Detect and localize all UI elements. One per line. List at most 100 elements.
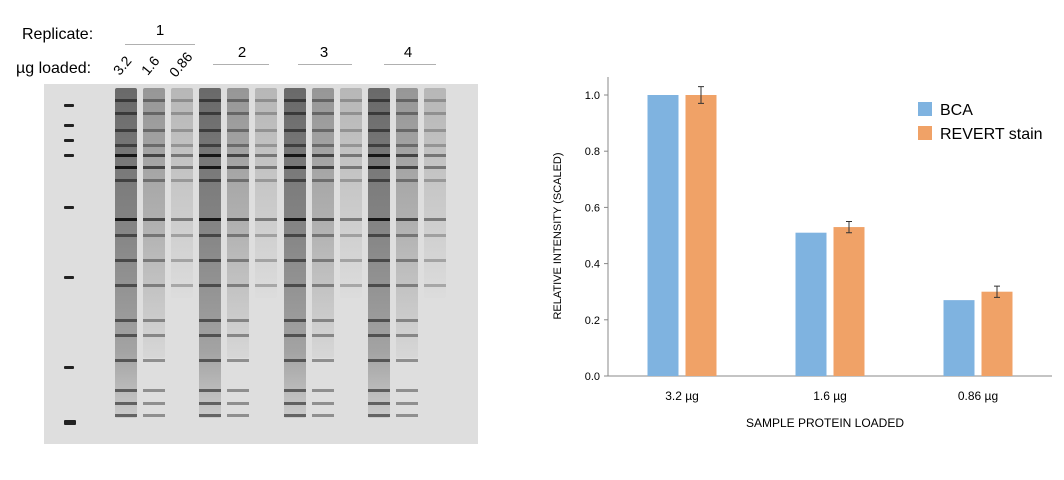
gel-band [255, 99, 277, 102]
gel-band [115, 112, 137, 115]
gel-band [396, 259, 418, 262]
gel-band [340, 99, 362, 102]
y-tick-label: 0.2 [585, 315, 600, 327]
gel-band [199, 389, 221, 392]
replicate-4-label: 4 [403, 44, 413, 61]
gel-band [368, 218, 390, 221]
gel-band [284, 154, 306, 157]
gel-band [255, 234, 277, 237]
gel-band [143, 259, 165, 262]
gel-band [368, 154, 390, 157]
gel-band [424, 112, 446, 115]
gel-lane [396, 88, 418, 358]
gel-band [312, 144, 334, 147]
gel-band [255, 166, 277, 169]
gel-band [227, 389, 249, 392]
gel-band [199, 334, 221, 337]
gel-band [368, 319, 390, 322]
gel-band [171, 179, 193, 182]
gel-band [368, 166, 390, 169]
gel-band [312, 389, 334, 392]
y-tick-label: 1.0 [585, 90, 600, 102]
gel-band [368, 99, 390, 102]
gel-band [199, 359, 221, 362]
gel-band [143, 129, 165, 132]
gel-band [143, 359, 165, 362]
gel-band [115, 144, 137, 147]
y-axis-title: RELATIVE INTENSITY (SCALED) [552, 152, 564, 319]
gel-band [284, 334, 306, 337]
gel-band [115, 234, 137, 237]
gel-band [312, 402, 334, 405]
y-tick-label: 0.8 [585, 146, 600, 158]
gel-band [227, 129, 249, 132]
gel-band [227, 359, 249, 362]
gel-band [255, 259, 277, 262]
gel-band [396, 129, 418, 132]
gel-band [368, 402, 390, 405]
gel-band [424, 154, 446, 157]
gel-band [143, 112, 165, 115]
replicate-3-line [298, 64, 352, 65]
gel-band [396, 154, 418, 157]
gel-band [368, 259, 390, 262]
load-label-0-86: 0.86 [165, 48, 196, 80]
replicate-1-line [125, 44, 195, 45]
gel-band [115, 402, 137, 405]
gel-lane [424, 88, 446, 298]
gel-band [312, 179, 334, 182]
gel-band [312, 112, 334, 115]
loaded-label: µg loaded: [16, 60, 92, 77]
ladder-band [64, 104, 74, 107]
gel-band [255, 129, 277, 132]
gel-band [368, 234, 390, 237]
legend-label: BCA [940, 102, 973, 119]
ladder-band [64, 139, 74, 142]
x-tick-label: 1.6 µg [813, 389, 847, 403]
gel-band [143, 389, 165, 392]
gel-band [284, 402, 306, 405]
y-tick-label: 0.0 [585, 371, 600, 383]
gel-lane [368, 88, 390, 418]
gel-band [396, 112, 418, 115]
gel-band [199, 154, 221, 157]
gel-band [255, 284, 277, 287]
gel-band [312, 259, 334, 262]
gel-band [143, 284, 165, 287]
gel-band [143, 402, 165, 405]
gel-lane [255, 88, 277, 298]
gel-band [171, 284, 193, 287]
gel-band [424, 166, 446, 169]
gel-band [199, 112, 221, 115]
gel-band [312, 284, 334, 287]
gel-band [199, 284, 221, 287]
gel-band [115, 166, 137, 169]
error-bar [846, 220, 852, 234]
gel-band [284, 259, 306, 262]
gel-band [199, 319, 221, 322]
gel-band [312, 334, 334, 337]
gel-band [227, 334, 249, 337]
gel-band [199, 179, 221, 182]
chart-axes: 0.0 0.2 0.4 0.6 0.8 1.0 3.2 µg 1.6 µg 0.86 µg [585, 77, 1052, 403]
bar-bca [647, 95, 679, 376]
bar-revert-stain [685, 95, 717, 376]
gel-band [396, 179, 418, 182]
gel-band [396, 334, 418, 337]
gel-band [368, 179, 390, 182]
gel-lane [312, 88, 334, 358]
chart-bars [647, 86, 1013, 376]
gel-band [312, 166, 334, 169]
gel-band [171, 144, 193, 147]
gel-band [199, 414, 221, 417]
gel-band [115, 319, 137, 322]
gel-band [143, 414, 165, 417]
chart-legend: BCA REVERT stain [918, 102, 1043, 143]
gel-band [368, 414, 390, 417]
gel-band [227, 154, 249, 157]
gel-lane [143, 88, 165, 358]
gel-band [199, 234, 221, 237]
gel-band [396, 389, 418, 392]
gel-band [284, 129, 306, 132]
gel-band [424, 129, 446, 132]
